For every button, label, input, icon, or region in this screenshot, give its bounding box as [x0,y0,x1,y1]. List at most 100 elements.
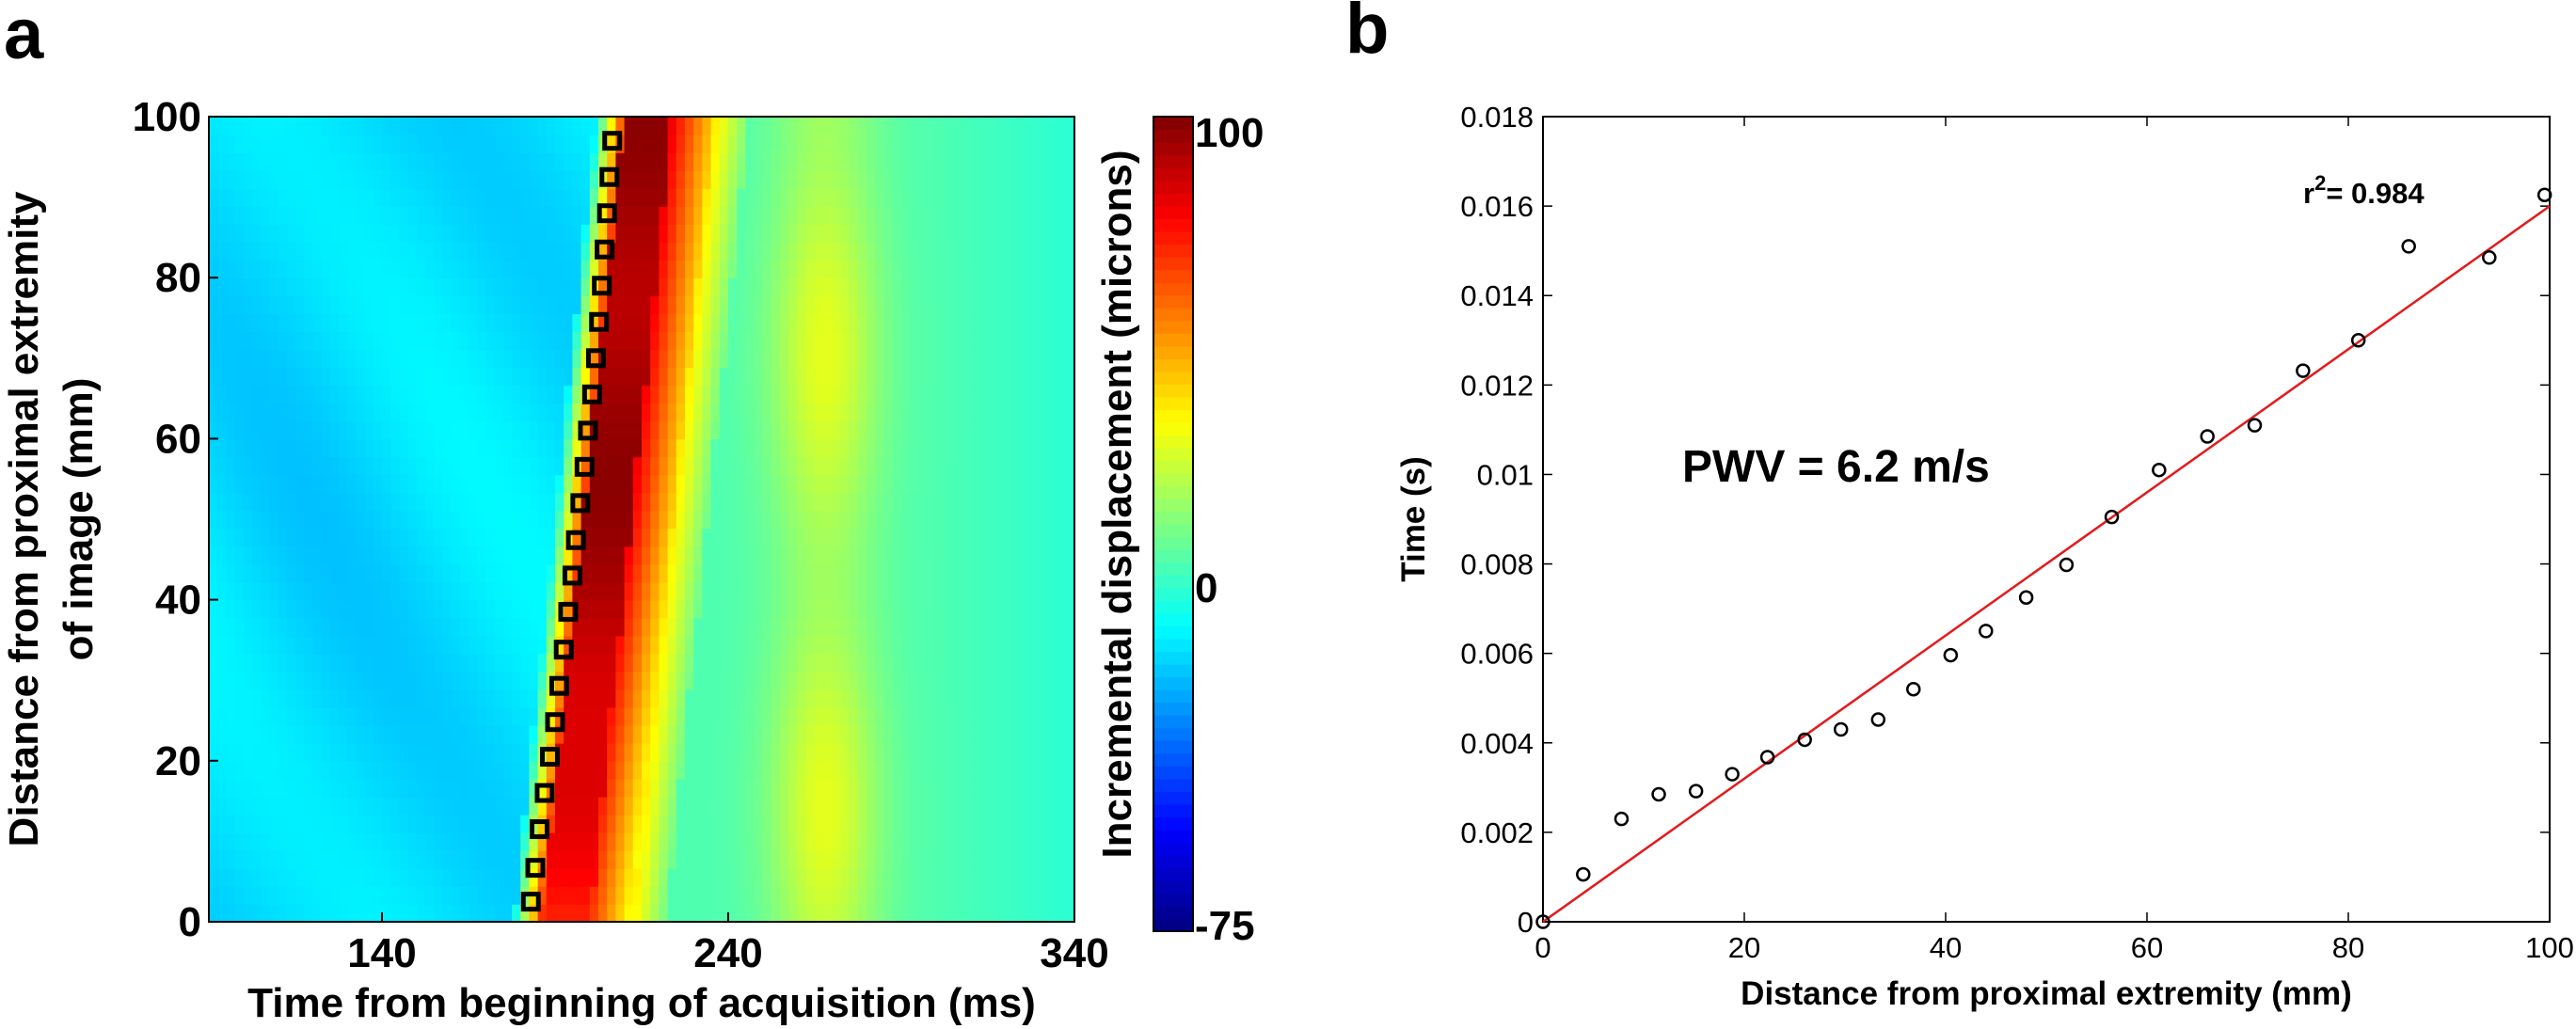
heatmap-cell [615,403,626,422]
heatmap-cell [607,903,617,923]
heatmap-cell [935,528,946,547]
heatmap-cell [373,224,383,243]
heatmap-cell [918,546,929,565]
heatmap-cell [615,814,626,833]
heatmap-cell [442,903,453,923]
heatmap-cell [555,420,564,440]
heatmap-cell [676,188,686,207]
colorbar-segment [1153,180,1193,194]
heatmap-cell [762,313,772,333]
heatmap-cell [875,581,885,601]
heatmap-cell [702,563,712,583]
heatmap-cell [710,706,721,726]
heatmap-cell [918,814,929,833]
heatmap-cell [1031,403,1041,422]
heatmap-cell [1065,885,1075,905]
heatmap-cell [702,510,712,530]
heatmap-cell [312,778,323,798]
heatmap-cell [892,260,902,278]
heatmap-cell [286,438,296,458]
heatmap-cell [840,492,851,512]
heatmap-cell [901,867,911,887]
heatmap-cell [416,617,426,637]
heatmap-cell [520,260,531,278]
heatmap-cell [589,814,599,833]
heatmap-cell [226,528,236,547]
heatmap-cell [529,653,539,673]
heatmap-cell [978,814,989,833]
heatmap-cell [1013,760,1024,780]
heatmap-cell [580,242,591,261]
heatmap-cell [840,260,851,278]
scatter-point [2059,557,2075,573]
heatmap-cell [217,724,228,744]
heatmap-cell [632,242,643,261]
heatmap-cell [252,796,262,815]
heatmap-cell [780,260,790,278]
heatmap-cell [512,260,521,278]
heatmap-cell [485,331,496,351]
heatmap-cell [1065,260,1075,278]
heatmap-cell [1022,474,1032,494]
heatmap-cell [632,152,643,171]
heatmap-cell [892,474,902,494]
heatmap-cell [988,117,997,135]
heatmap-cell [840,814,851,833]
heatmap-cell [858,671,867,690]
heatmap-cell [555,456,564,476]
heatmap-cell [459,170,469,189]
heatmap-cell [667,456,677,476]
heatmap-cell [295,563,305,583]
heatmap-cell [407,885,418,905]
heatmap-cell [693,510,704,530]
heatmap-cell [295,349,305,369]
heatmap-cell [737,671,747,690]
heatmap-cell [953,474,963,494]
heatmap-cell [485,671,496,690]
heatmap-cell [425,260,435,278]
heatmap-cell [875,331,885,351]
heatmap-cell [1065,563,1075,583]
heatmap-cell [469,206,478,225]
heatmap-cell [269,653,279,673]
heatmap-cell [988,206,997,225]
heatmap-cell [883,295,894,315]
heatmap-cell [892,510,902,530]
heatmap-cell [858,206,867,225]
heatmap-cell [399,635,409,655]
heatmap-cell [1048,474,1058,494]
heatmap-cell [226,242,236,261]
heatmap-cell [935,170,946,189]
heatmap-cell [217,510,228,530]
heatmap-cell [217,313,228,333]
heatmap-cell [615,796,626,815]
heatmap-cell [978,706,989,726]
heatmap-cell [883,867,894,887]
heatmap-cell [632,849,643,869]
heatmap-cell [815,849,824,869]
heatmap-cell [624,760,634,780]
heatmap-cell [442,420,453,440]
heatmap-cell [286,796,296,815]
heatmap-cell [407,135,418,153]
heatmap-cell [434,849,444,869]
colorbar-frame [1153,116,1194,932]
heatmap-cell [512,724,521,744]
heatmap-cell [927,903,937,923]
heatmap-cell [209,206,218,225]
heatmap-cell [434,242,444,261]
heatmap-cell [650,885,660,905]
heatmap-cell [858,367,867,387]
heatmap-cell [737,206,747,225]
heatmap-cell [572,635,582,655]
heatmap-cell [883,385,894,404]
heatmap-cell [780,117,790,135]
heatmap-cell [329,385,340,404]
heatmap-cell [624,903,634,923]
heatmap-cell [580,760,591,780]
heatmap-cell [598,599,608,619]
heatmap-cell [407,546,418,565]
heatmap-cell [685,403,694,422]
heatmap-cell [771,188,781,207]
heatmap-cell [607,581,617,601]
